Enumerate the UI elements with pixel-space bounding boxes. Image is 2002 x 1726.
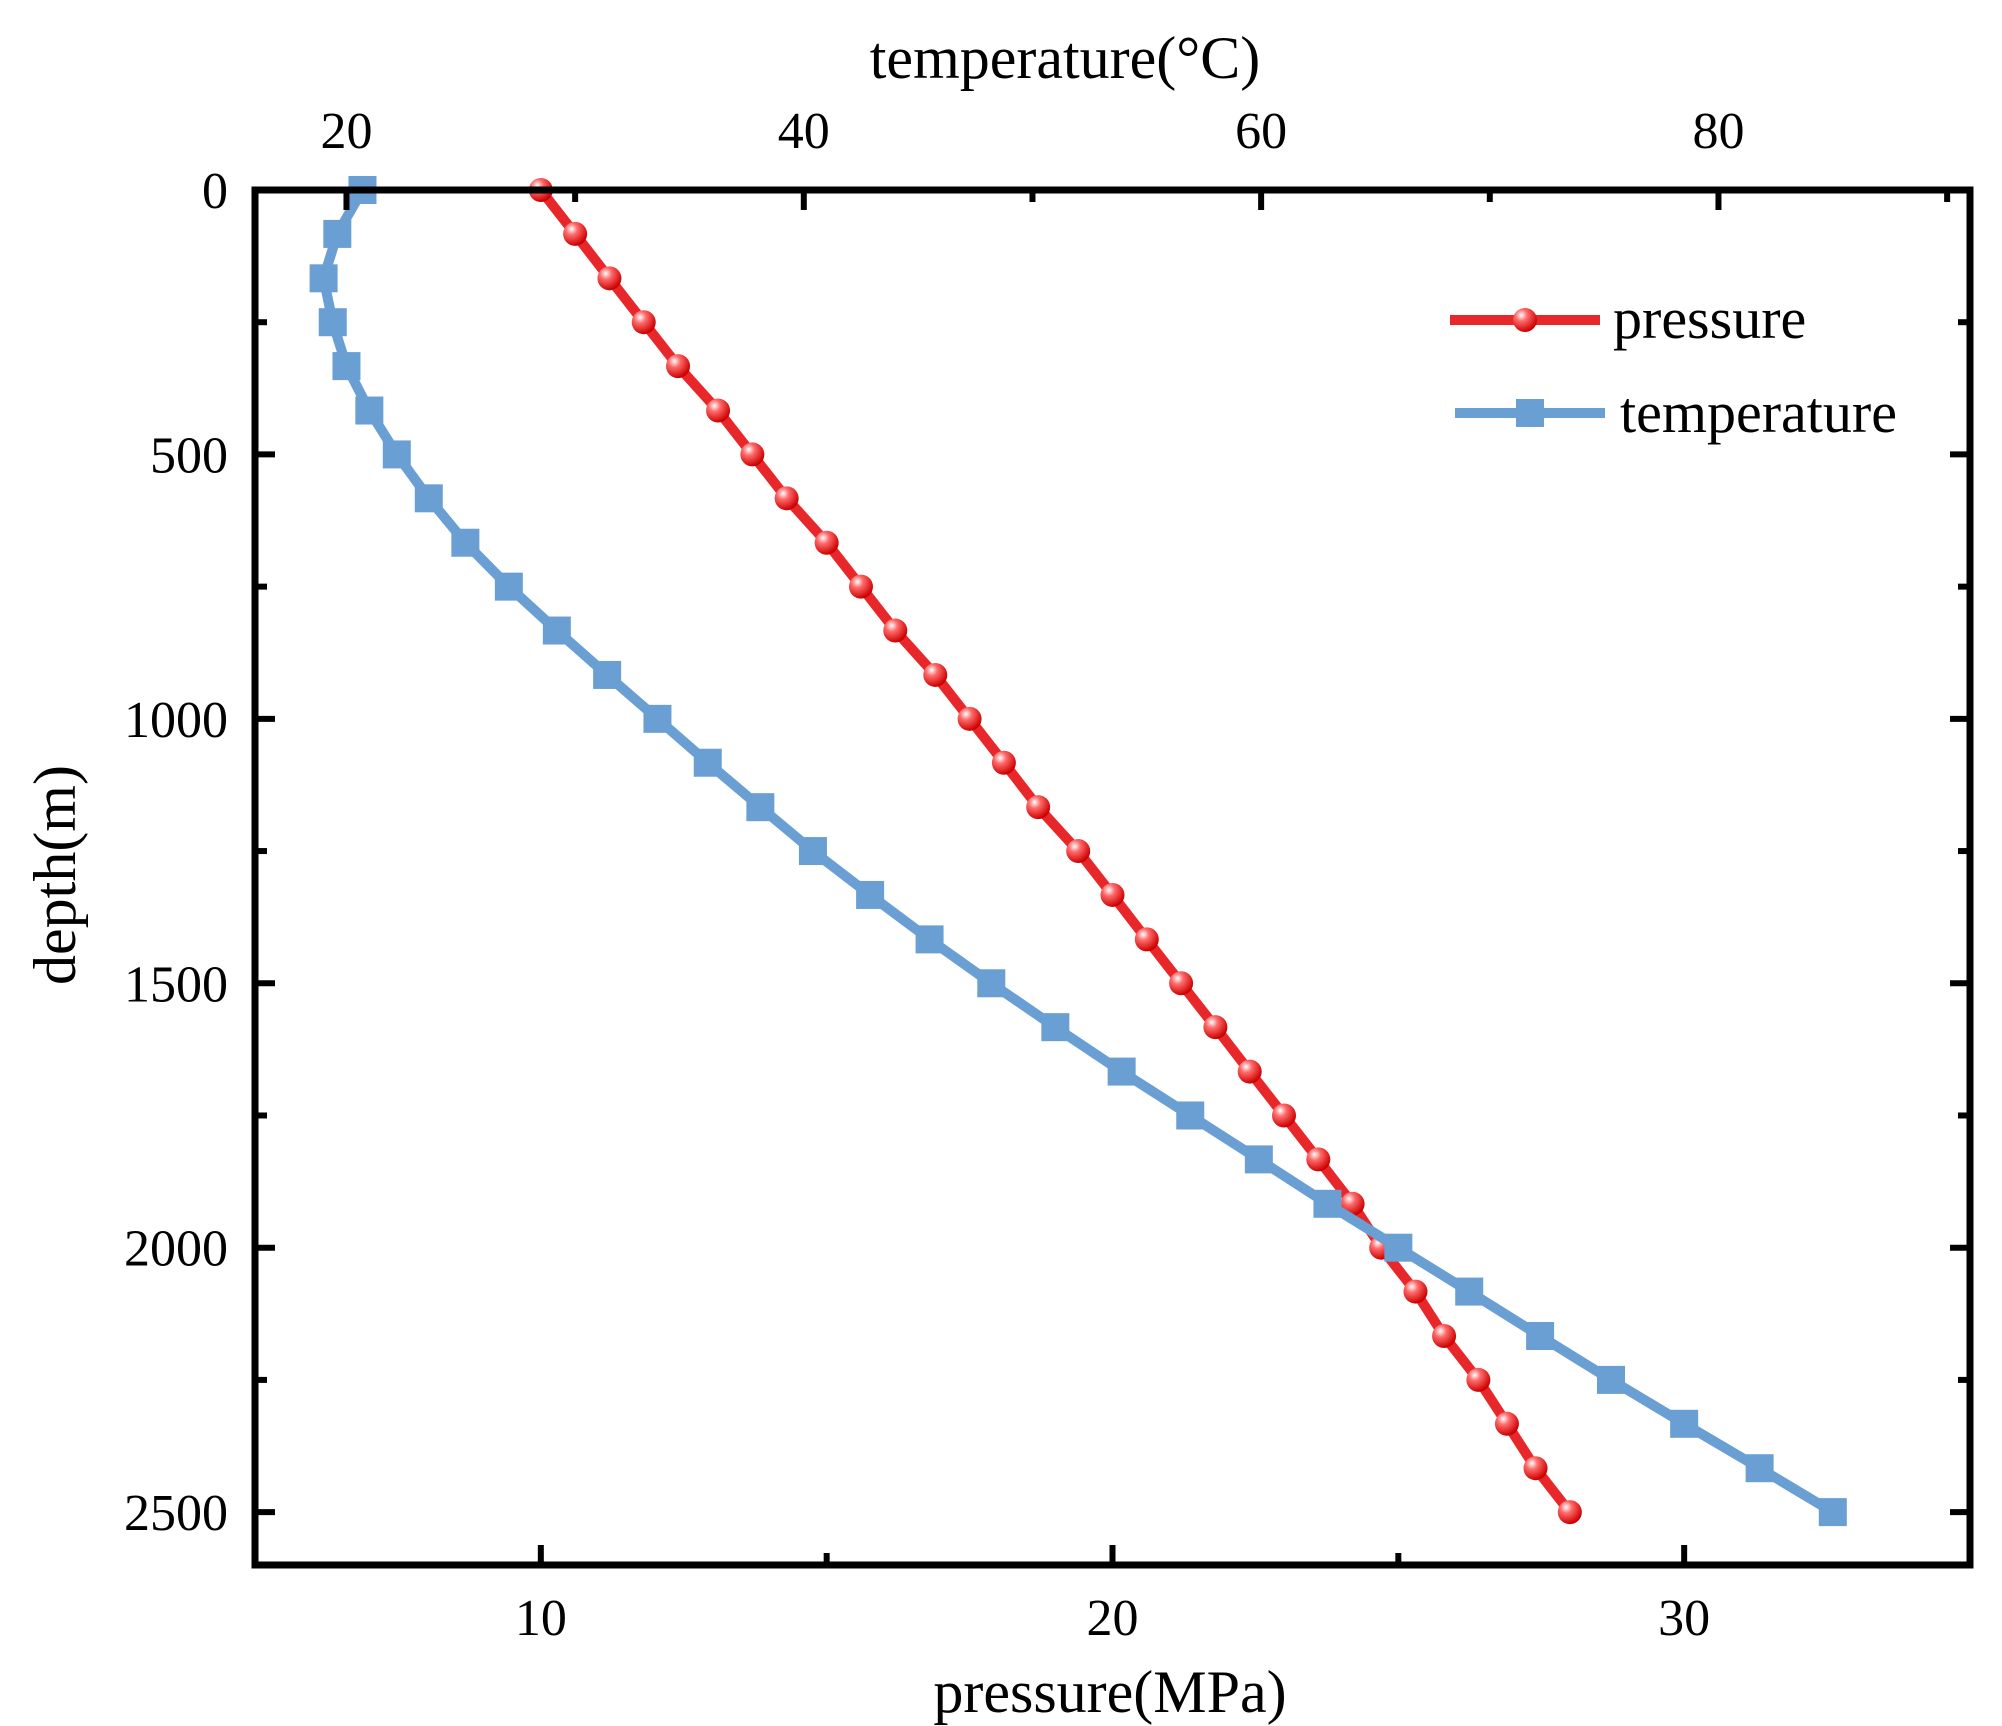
top-tick-label-40: 40 <box>778 103 830 160</box>
pressure-point-4 <box>666 354 691 379</box>
temperature-point-19 <box>1041 1013 1070 1042</box>
pressure-point-26 <box>1432 1324 1457 1349</box>
pressure-point-18 <box>1169 971 1194 996</box>
bottom-axis-title: pressure(MPa) <box>933 1659 1286 1725</box>
temperature-point-7 <box>414 484 443 513</box>
pressure-point-10 <box>883 618 908 643</box>
temperature-point-29 <box>1745 1454 1774 1483</box>
temperature-point-16 <box>856 880 885 909</box>
y-tick-label-500: 500 <box>150 427 228 484</box>
temperature-point-2 <box>309 264 338 293</box>
temperature-point-28 <box>1670 1409 1699 1438</box>
temperature-point-4 <box>332 352 361 381</box>
temperature-point-27 <box>1596 1365 1625 1394</box>
pressure-point-12 <box>957 706 982 731</box>
pressure-point-28 <box>1494 1411 1519 1436</box>
bottom-tick-label-30: 30 <box>1658 1590 1710 1647</box>
y-tick-label-0: 0 <box>202 163 228 220</box>
y-tick-label-2000: 2000 <box>124 1221 228 1278</box>
series-pressure <box>528 178 1582 1525</box>
pressure-point-2 <box>597 266 622 291</box>
top-tick-label-60: 60 <box>1235 103 1287 160</box>
temperature-point-15 <box>798 837 827 866</box>
pressure-point-21 <box>1272 1103 1296 1128</box>
top-axis-title: temperature(°C) <box>870 25 1260 91</box>
pressure-point-3 <box>631 310 656 335</box>
series-layer <box>309 176 1847 1527</box>
top-tick-label-80: 80 <box>1692 103 1744 160</box>
pressure-point-30 <box>1557 1500 1582 1525</box>
temperature-point-17 <box>915 925 944 954</box>
pressure-point-7 <box>774 486 799 511</box>
temperature-point-13 <box>693 748 722 777</box>
bottom-tick-label-20: 20 <box>1087 1590 1139 1647</box>
legend: pressure temperature <box>1450 286 1897 445</box>
temperature-point-1 <box>323 219 352 248</box>
bottom-tick-label-10: 10 <box>515 1590 567 1647</box>
series-temperature <box>309 176 1847 1527</box>
ticks-layer: 0 500 1000 1500 2000 2500 10 20 30 20 40 60 80 <box>124 103 1970 1647</box>
legend-pressure-label: pressure <box>1613 286 1806 351</box>
pressure-point-13 <box>991 750 1016 775</box>
temperature-point-24 <box>1384 1233 1413 1262</box>
y-tick-label-1000: 1000 <box>124 692 228 749</box>
pressure-point-6 <box>740 442 765 467</box>
temperature-point-30 <box>1818 1498 1847 1527</box>
pressure-point-8 <box>814 530 839 555</box>
temperature-point-14 <box>746 793 775 822</box>
pressure-point-19 <box>1203 1015 1228 1040</box>
temperature-point-5 <box>355 396 384 425</box>
pressure-point-17 <box>1134 927 1159 952</box>
pressure-point-11 <box>923 662 948 687</box>
temperature-point-21 <box>1176 1101 1205 1130</box>
temperature-point-6 <box>382 440 411 469</box>
pressure-point-23 <box>1340 1191 1365 1216</box>
pressure-point-29 <box>1523 1456 1548 1481</box>
pressure-point-1 <box>563 221 588 246</box>
temperature-point-3 <box>318 308 347 337</box>
pressure-point-9 <box>848 574 873 599</box>
pressure-point-22 <box>1306 1147 1331 1172</box>
top-tick-label-20: 20 <box>320 103 372 160</box>
temperature-point-22 <box>1244 1145 1273 1174</box>
pressure-point-16 <box>1100 882 1125 907</box>
temperature-point-18 <box>977 969 1006 998</box>
legend-pressure-marker <box>1513 308 1537 332</box>
pressure-point-14 <box>1026 795 1051 820</box>
pressure-point-25 <box>1403 1279 1428 1304</box>
temperature-point-26 <box>1526 1322 1555 1351</box>
temperature-point-10 <box>542 616 571 645</box>
legend-item-temperature: temperature <box>1455 380 1897 445</box>
temperature-point-20 <box>1107 1057 1136 1086</box>
temperature-point-23 <box>1313 1189 1342 1218</box>
temperature-point-11 <box>593 660 622 689</box>
series-line-pressure <box>535 185 1575 1518</box>
pressure-point-20 <box>1237 1059 1262 1084</box>
temperature-point-12 <box>643 704 672 733</box>
y-axis-title: depth(m) <box>22 765 88 985</box>
pressure-point-5 <box>706 398 731 423</box>
y-tick-label-1500: 1500 <box>124 956 228 1013</box>
pressure-point-27 <box>1466 1367 1491 1392</box>
y-tick-label-2500: 2500 <box>124 1485 228 1542</box>
legend-temperature-label: temperature <box>1620 380 1897 445</box>
legend-item-pressure: pressure <box>1450 286 1806 351</box>
temperature-point-9 <box>494 572 523 601</box>
pressure-point-15 <box>1066 839 1091 864</box>
temperature-point-25 <box>1455 1277 1484 1306</box>
legend-temperature-marker <box>1516 399 1544 427</box>
temperature-point-8 <box>451 528 480 557</box>
